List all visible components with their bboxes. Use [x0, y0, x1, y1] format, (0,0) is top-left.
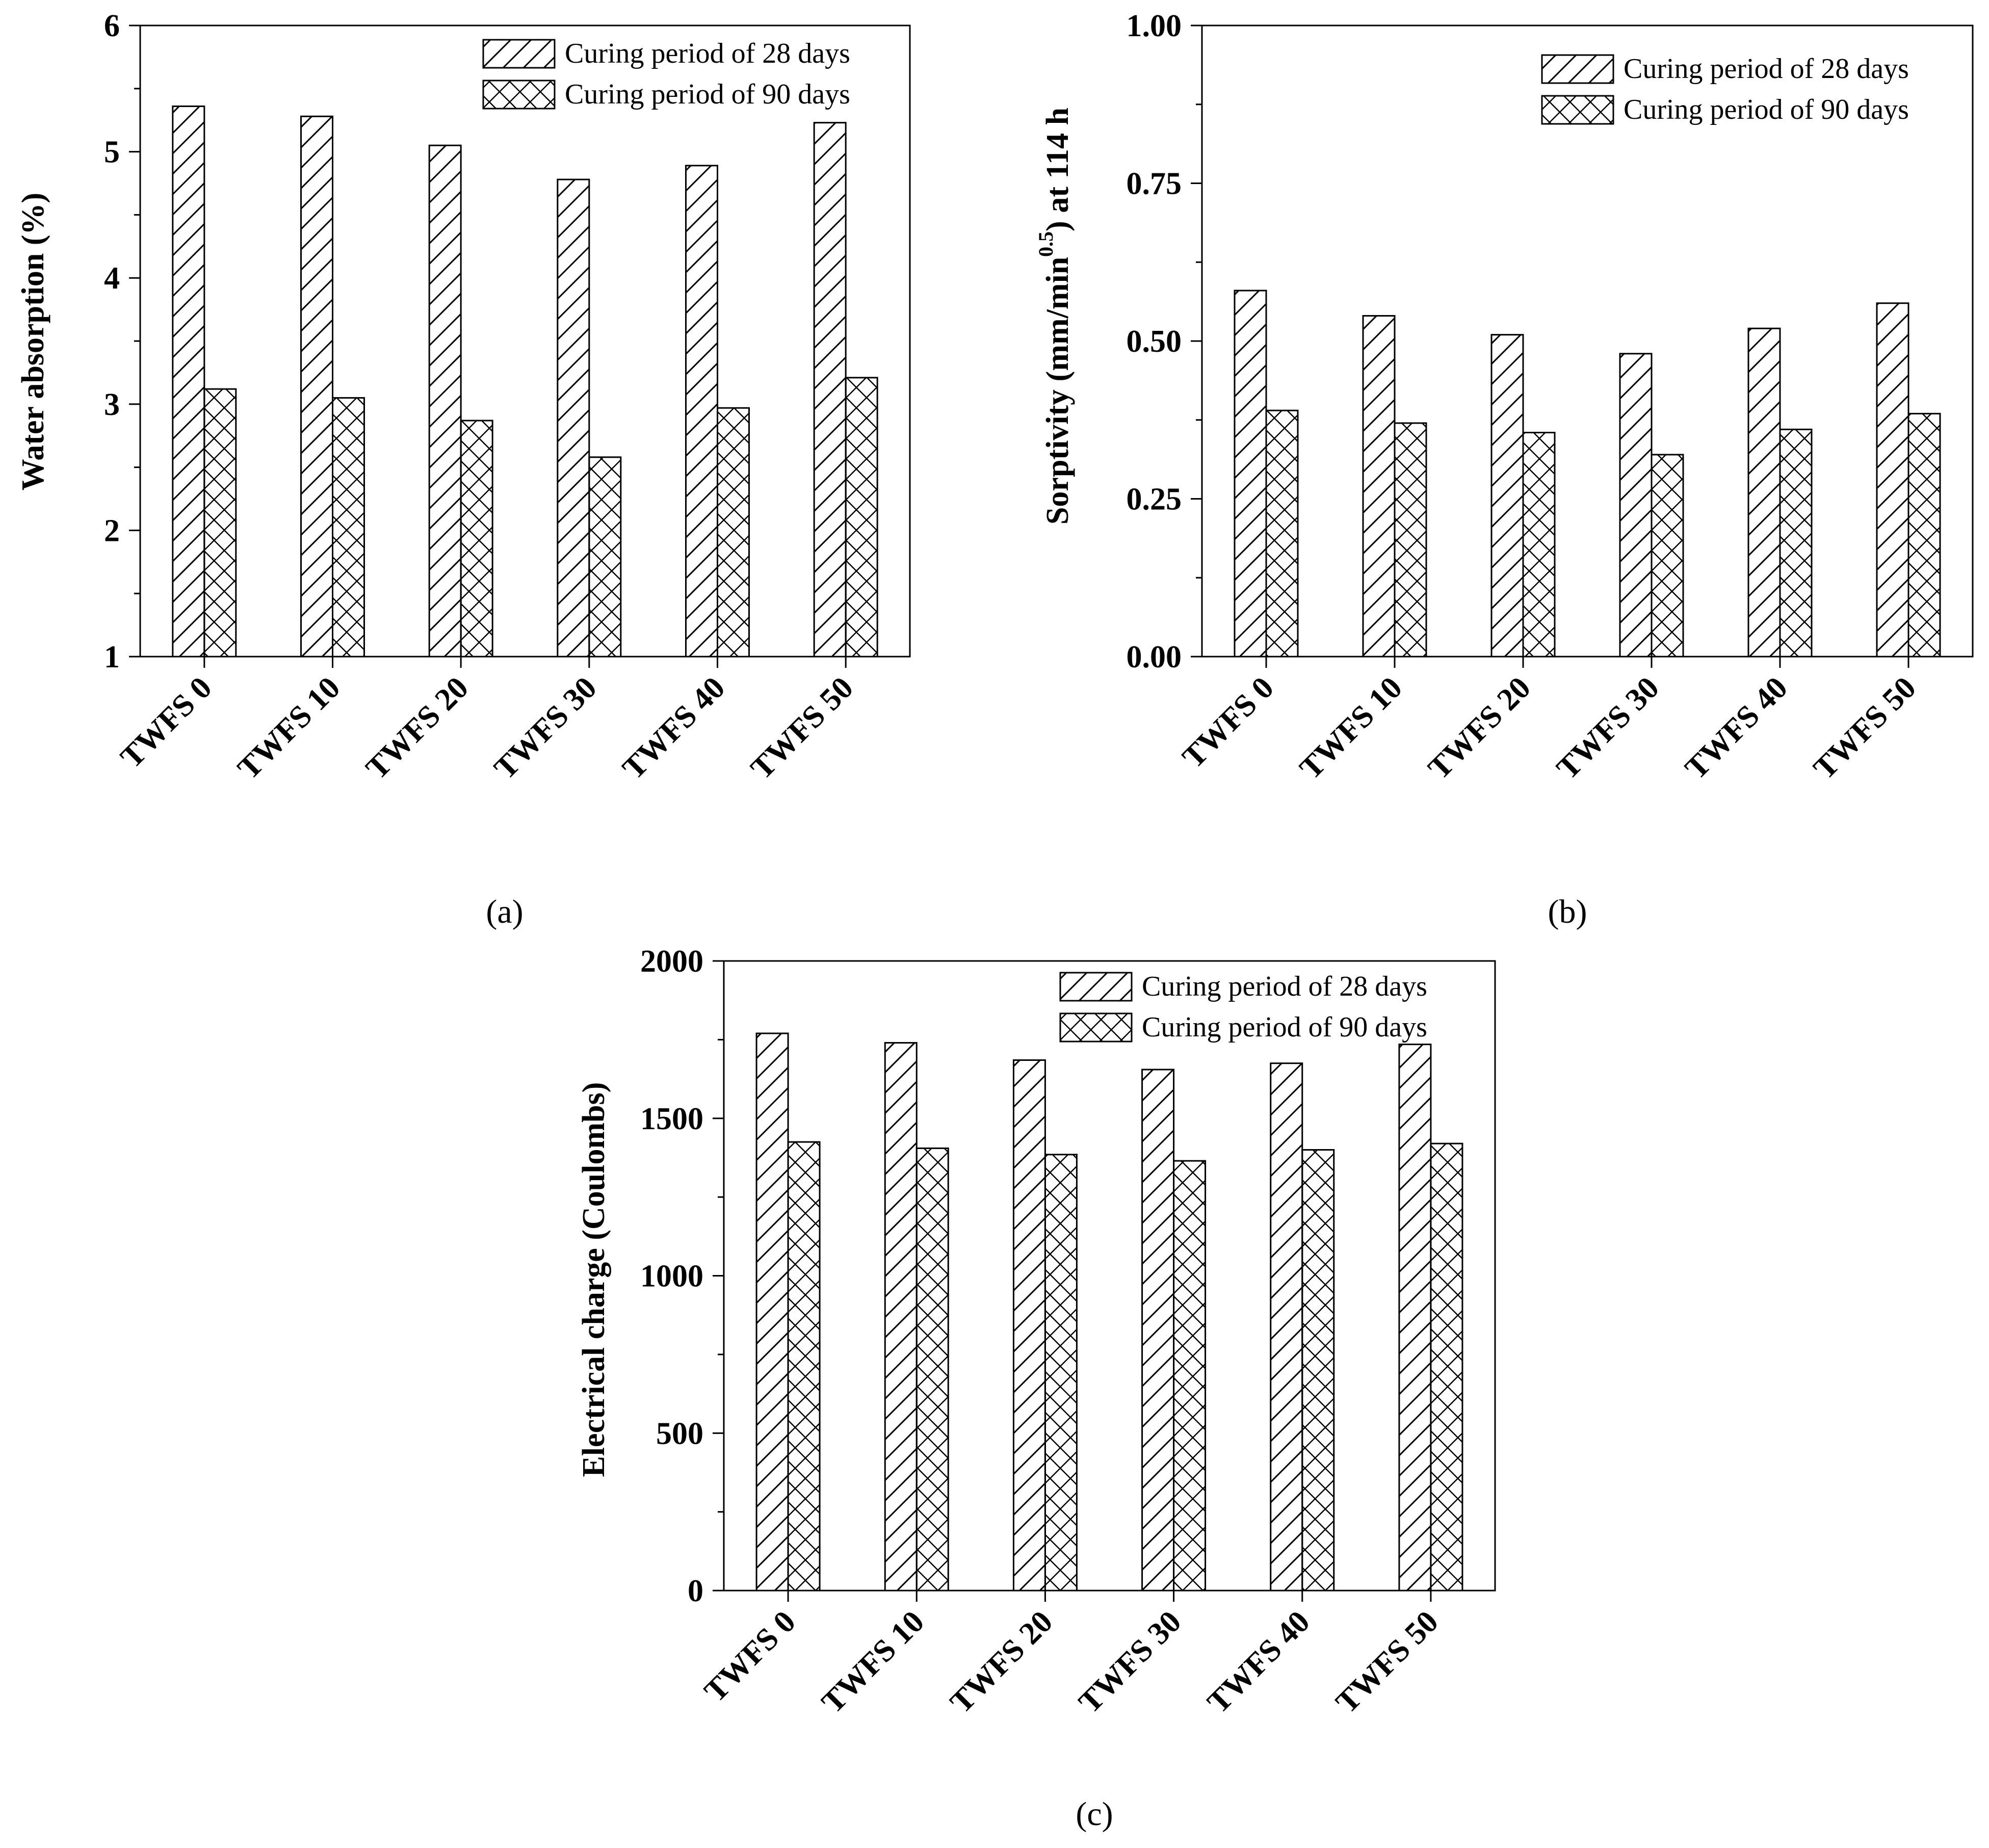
x-tick-label: TWFS 0 — [114, 670, 219, 775]
bar-28-days — [1234, 290, 1267, 658]
legend-label-28-days: Curing period of 28 days — [1142, 971, 1427, 1002]
bar-90-days — [1265, 409, 1299, 658]
x-tick-label: TWFS 10 — [1293, 670, 1409, 786]
x-tick-label: TWFS 20 — [944, 1604, 1059, 1720]
x-tick-label: TWFS 50 — [1807, 670, 1923, 786]
bar-28-days — [813, 122, 847, 658]
y-tick-label: 2 — [104, 513, 120, 548]
y-tick-label: 1.00 — [1127, 9, 1182, 43]
x-tick-label: TWFS 30 — [1072, 1604, 1188, 1720]
chart-a: Water absorption (%) (a) TWFS 0 TWFS 10 TW… — [16, 9, 911, 930]
bar-90-days — [203, 388, 237, 658]
y-axis-title: Water absorption (%) — [16, 193, 50, 490]
bar-90-days — [1907, 412, 1941, 658]
legend-swatch-90-days — [482, 80, 556, 110]
bar-28-days — [1398, 1044, 1432, 1592]
x-tick-label: TWFS 40 — [616, 670, 731, 786]
bar-28-days — [1876, 302, 1909, 658]
bar-90-days — [845, 377, 878, 658]
legend-label-28-days: Curing period of 28 days — [1624, 53, 1909, 85]
x-tick-label: TWFS 10 — [815, 1604, 931, 1720]
y-tick-label: 0.75 — [1127, 167, 1182, 201]
bar-28-days — [685, 165, 718, 658]
bar-90-days — [1651, 454, 1684, 658]
bar-28-days — [1490, 334, 1524, 658]
bar-28-days — [428, 144, 462, 658]
y-tick-label: 5 — [104, 135, 120, 170]
legend-label-90-days: Curing period of 90 days — [1624, 94, 1909, 125]
legend-swatch-28-days — [1541, 54, 1614, 84]
bar-90-days — [1394, 422, 1427, 658]
bar-28-days — [1270, 1062, 1303, 1592]
x-tick-label: TWFS 10 — [231, 670, 347, 786]
legend-swatch-28-days — [482, 39, 556, 69]
legend-label-90-days: Curing period of 90 days — [565, 79, 850, 110]
bar-90-days — [332, 397, 365, 658]
x-tick-label: TWFS 30 — [488, 670, 604, 786]
y-axis-title: Electrical charge (Coulombs) — [577, 1082, 611, 1477]
panel-caption: (a) — [486, 893, 523, 930]
bar-28-days — [172, 105, 205, 658]
legend-label-90-days: Curing period of 90 days — [1142, 1011, 1427, 1043]
x-tick-label: TWFS 20 — [1422, 670, 1537, 786]
x-tick-label: TWFS 40 — [1201, 1604, 1317, 1720]
x-tick-label: TWFS 0 — [698, 1604, 802, 1709]
panel-caption: (c) — [1076, 1795, 1113, 1833]
y-axis-title: Sorptivity (mm/min0.5) at 114 h — [1034, 108, 1075, 525]
y-axis-title-superscript: 0.5 — [1034, 231, 1057, 257]
y-tick-label: 500 — [656, 1416, 703, 1451]
bar-90-days — [787, 1141, 821, 1592]
y-tick-label: 0.00 — [1127, 640, 1182, 674]
legend-swatch-28-days — [1059, 972, 1133, 1002]
x-tick-label: TWFS 0 — [1176, 670, 1280, 775]
bar-28-days — [1141, 1069, 1175, 1592]
bar-90-days — [1779, 428, 1813, 658]
y-tick-label: 1000 — [640, 1259, 703, 1294]
bar-28-days — [557, 178, 590, 658]
y-tick-label: 0.50 — [1127, 324, 1182, 359]
x-tick-label: TWFS 50 — [744, 670, 860, 786]
x-tick-label: TWFS 50 — [1329, 1604, 1445, 1720]
y-tick-label: 0.25 — [1127, 482, 1182, 517]
bar-90-days — [1301, 1149, 1335, 1592]
y-tick-label: 3 — [104, 387, 120, 422]
bar-90-days — [915, 1147, 949, 1592]
bar-90-days — [1044, 1154, 1078, 1592]
plot-frame — [723, 960, 1496, 1592]
bar-28-days — [755, 1032, 789, 1592]
y-tick-label: 1500 — [640, 1102, 703, 1136]
legend-label-28-days: Curing period of 28 days — [565, 38, 850, 69]
bar-28-days — [1619, 353, 1653, 658]
y-tick-label: 1 — [104, 640, 120, 674]
bar-90-days — [717, 407, 750, 658]
y-tick-label: 0 — [688, 1574, 703, 1608]
bar-28-days — [1747, 327, 1781, 658]
bar-28-days — [1012, 1059, 1046, 1592]
x-tick-label: TWFS 40 — [1679, 670, 1794, 786]
bar-28-days — [300, 115, 333, 658]
panel-caption: (b) — [1548, 893, 1587, 930]
y-tick-label: 6 — [104, 9, 120, 43]
bar-90-days — [1522, 432, 1556, 658]
chart-b: Sorptivity (mm/min0.5) at 114 h (b) TWFS… — [1034, 9, 1974, 930]
x-tick-label: TWFS 30 — [1550, 670, 1666, 786]
y-tick-label: 2000 — [640, 944, 703, 979]
bar-90-days — [588, 456, 622, 658]
bar-28-days — [884, 1042, 918, 1592]
legend-swatch-90-days — [1059, 1012, 1133, 1043]
y-axis-title-rest: ) at 114 h — [1040, 108, 1075, 231]
plot-frame — [139, 24, 911, 658]
bar-90-days — [1430, 1142, 1463, 1592]
bar-90-days — [460, 420, 493, 658]
y-axis-title-main: Sorptivity (mm/min — [1040, 257, 1075, 525]
bar-28-days — [1362, 315, 1396, 658]
x-tick-label: TWFS 20 — [359, 670, 475, 786]
y-tick-label: 4 — [104, 261, 120, 296]
legend-swatch-90-days — [1541, 95, 1614, 125]
bar-90-days — [1173, 1160, 1207, 1592]
